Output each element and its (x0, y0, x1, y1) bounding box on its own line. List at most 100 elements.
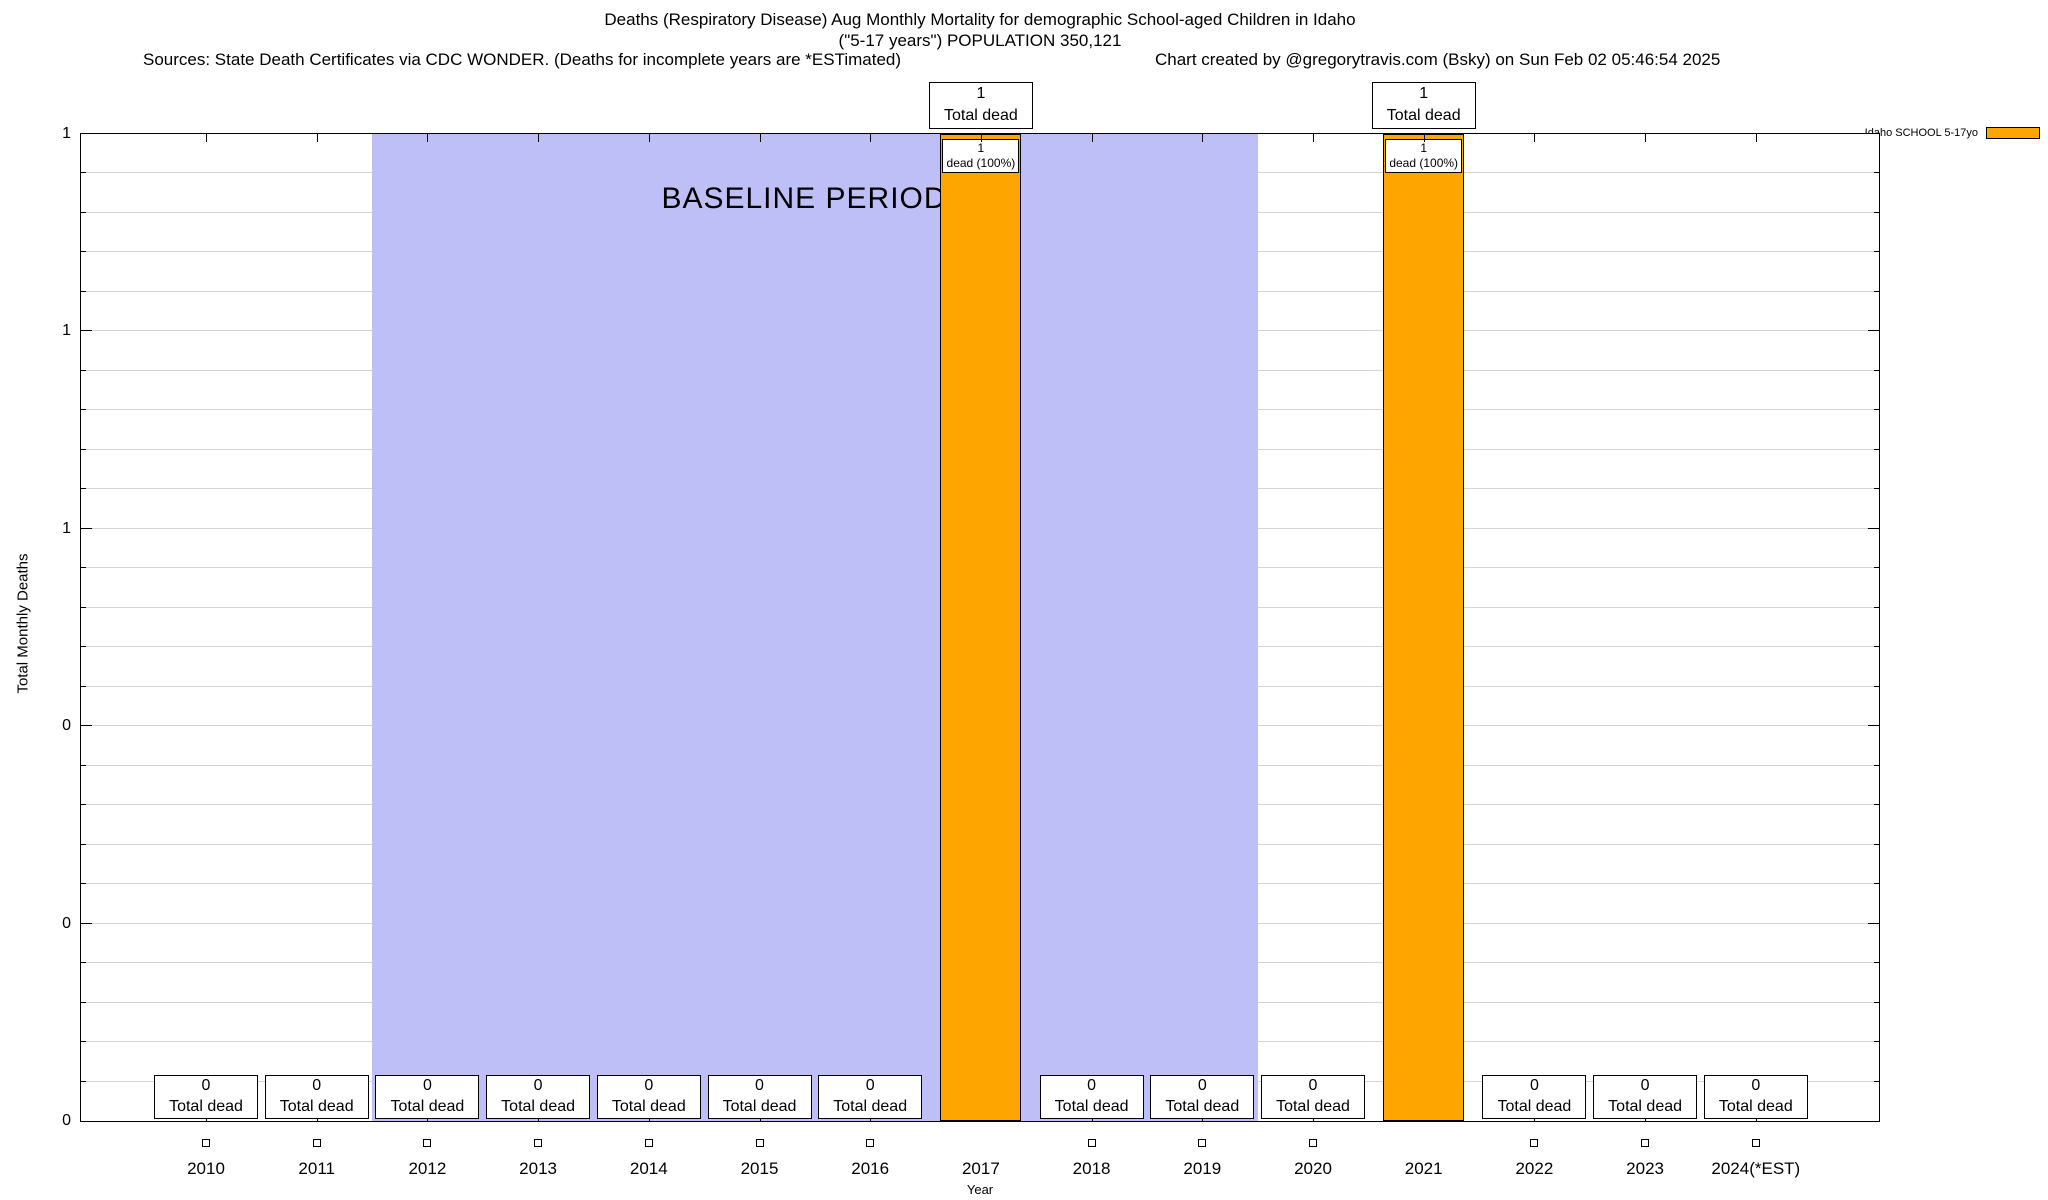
y-minor-tick (81, 606, 86, 608)
x-tick-label-2021: 2021 (1404, 1159, 1443, 1178)
y-minor-tick (1874, 211, 1879, 213)
legend-color-swatch-icon (1986, 127, 2040, 139)
zero-box-tick (870, 1119, 872, 1121)
x-top-tick (316, 134, 318, 142)
zero-box-text: Total dead (1497, 1098, 1572, 1116)
bar-2017 (940, 134, 1022, 1121)
x-top-tick (648, 134, 650, 142)
y-minor-tick (1874, 448, 1879, 450)
zero-box-text: Total dead (833, 1098, 908, 1116)
y-major-tick (1868, 922, 1879, 924)
y-minor-tick (1874, 251, 1879, 253)
x-top-tick (427, 134, 429, 142)
chart-title-line1: Deaths (Respiratory Disease) Aug Monthly… (604, 10, 1356, 29)
sources-note: Sources: State Death Certificates via CD… (143, 50, 902, 69)
bar-2021 (1383, 134, 1465, 1121)
zero-box-value: 0 (422, 1077, 432, 1095)
x-top-tick (1645, 134, 1647, 142)
y-major-tick (1868, 527, 1879, 529)
y-minor-tick (1874, 804, 1879, 806)
credit-note: Chart created by @gregorytravis.com (Bsk… (1155, 50, 1721, 69)
zero-box-tick (427, 1119, 429, 1121)
zero-box-tick (316, 1119, 318, 1121)
x-tick-label-2014: 2014 (629, 1159, 668, 1178)
x-tick-label-2011: 2011 (298, 1159, 335, 1178)
x-tick-label-2017: 2017 (961, 1159, 1000, 1178)
zero-box-text: Total dead (1608, 1098, 1683, 1116)
zero-point-marker-2020 (1309, 1139, 1317, 1147)
x-top-tick (538, 134, 540, 142)
bar-inner-label-2017: 1 dead (100%) (942, 139, 1020, 173)
zero-box-value: 0 (1087, 1077, 1097, 1095)
y-minor-tick (1874, 883, 1879, 885)
zero-box-text: Total dead (1165, 1098, 1240, 1116)
zero-point-marker-2016 (866, 1139, 875, 1147)
x-tick-label-2018: 2018 (1072, 1159, 1111, 1178)
zero-box-text: Total dead (279, 1098, 354, 1116)
x-top-tick (1313, 134, 1314, 142)
zero-box-text: Total dead (1718, 1098, 1793, 1116)
y-tick-label: 1 (62, 125, 71, 142)
top-box-text: Total dead (1386, 106, 1461, 124)
y-minor-tick (81, 685, 86, 687)
total-dead-zero-box-2013: 0 Total dead (486, 1075, 591, 1119)
top-box-value: 1 (1419, 85, 1429, 102)
y-minor-tick (81, 764, 86, 766)
x-tick-label-2012: 2012 (408, 1159, 447, 1178)
y-minor-tick (1874, 567, 1879, 569)
zero-box-value: 0 (1308, 1077, 1318, 1095)
y-minor-tick (1874, 172, 1879, 174)
zero-point-marker-2018 (1087, 1139, 1096, 1147)
zero-box-tick (206, 1119, 207, 1121)
total-dead-top-box-2017: 1 Total dead (928, 82, 1033, 129)
top-box-value: 1 (976, 85, 986, 102)
y-minor-tick (81, 211, 86, 213)
x-tick-label-2016: 2016 (851, 1159, 890, 1178)
zero-box-tick (1313, 1119, 1314, 1121)
zero-point-marker-2012 (423, 1139, 432, 1147)
top-box-text: Total dead (943, 106, 1018, 124)
y-minor-tick (1874, 369, 1879, 371)
zero-point-marker-2011 (312, 1139, 321, 1147)
x-tick-label-2010: 2010 (187, 1159, 225, 1178)
y-minor-tick (81, 172, 86, 174)
zero-box-tick (1645, 1119, 1647, 1121)
zero-box-tick (1534, 1119, 1536, 1121)
y-minor-tick (1874, 488, 1879, 490)
y-minor-tick (81, 883, 86, 885)
total-dead-zero-box-2018: 0 Total dead (1039, 1075, 1144, 1119)
y-minor-tick (81, 1001, 86, 1003)
zero-point-marker-2014 (644, 1139, 653, 1147)
x-top-tick (1755, 134, 1757, 142)
y-major-tick (81, 330, 92, 332)
x-tick-label-2020: 2020 (1294, 1159, 1332, 1178)
y-minor-tick (1874, 962, 1879, 964)
y-minor-tick (81, 962, 86, 964)
legend: Idaho SCHOOL 5-17yo (1865, 127, 2040, 139)
bar-inner-label-2021: 1 dead (100%) (1385, 139, 1463, 173)
y-minor-tick (81, 1041, 86, 1043)
y-minor-tick (1874, 843, 1879, 845)
zero-box-value: 0 (1640, 1077, 1650, 1095)
zero-box-tick (648, 1119, 650, 1121)
y-minor-tick (81, 488, 86, 490)
bar-inner-value: 1 (977, 141, 985, 155)
zero-box-text: Total dead (501, 1098, 576, 1116)
y-tick-label: 0 (62, 914, 71, 932)
y-minor-tick (81, 804, 86, 806)
x-top-tick (206, 134, 207, 142)
baseline-period-band (372, 134, 1258, 1121)
x-tick-label-2015: 2015 (740, 1159, 779, 1178)
bar-inner-text: dead (100%) (946, 156, 1016, 170)
y-minor-tick (1874, 1041, 1879, 1043)
total-dead-zero-box-2011: 0 Total dead (264, 1075, 369, 1119)
chart-title-line2: ("5-17 years") POPULATION 350,121 (838, 31, 1122, 50)
zero-box-value: 0 (755, 1077, 764, 1095)
y-major-tick (81, 922, 92, 924)
zero-box-value: 0 (1529, 1077, 1539, 1095)
total-dead-zero-box-2012: 0 Total dead (375, 1075, 480, 1119)
y-minor-tick (81, 409, 86, 411)
y-major-tick (81, 527, 92, 529)
x-tick-label-2013: 2013 (519, 1159, 558, 1178)
legend-label: Idaho SCHOOL 5-17yo (1864, 127, 1978, 139)
